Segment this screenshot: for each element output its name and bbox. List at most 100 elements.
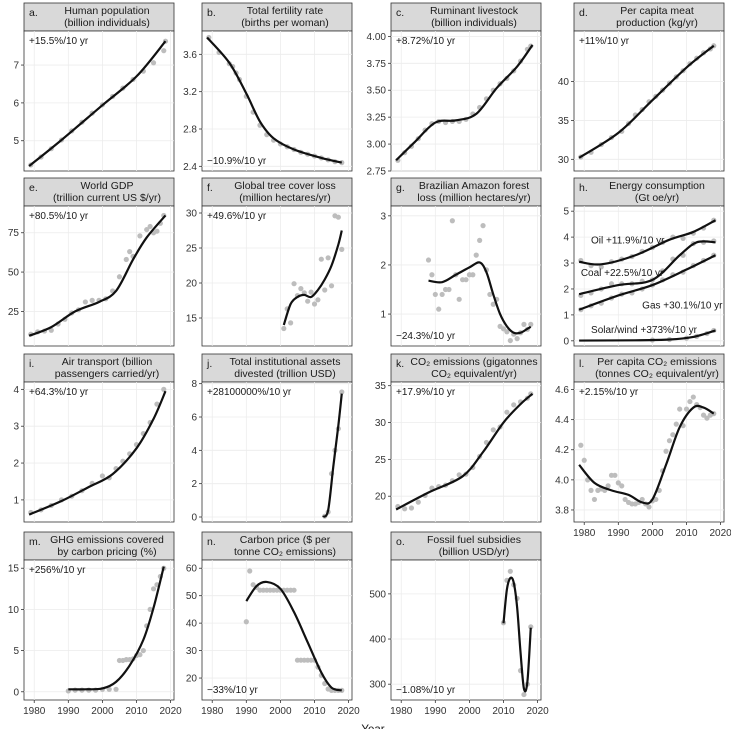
panel-f: f. Global tree cover loss(million hectare… bbox=[186, 177, 353, 347]
data-point bbox=[89, 297, 95, 303]
panel-title-line: passengers carried/yr) bbox=[55, 368, 159, 380]
data-point bbox=[402, 506, 408, 512]
plot-area bbox=[390, 205, 542, 347]
y-tick-label: 20 bbox=[375, 492, 387, 503]
y-tick-label: 4 bbox=[563, 233, 569, 244]
y-tick-label: 30 bbox=[558, 155, 570, 166]
data-point bbox=[140, 647, 146, 654]
x-tick-label: 2010 bbox=[492, 706, 515, 717]
data-point bbox=[150, 60, 157, 66]
data-point bbox=[137, 652, 143, 658]
panel-letter: j. bbox=[206, 358, 212, 370]
panel-strip bbox=[201, 353, 353, 383]
data-point bbox=[439, 291, 445, 298]
trend-line bbox=[395, 392, 534, 511]
data-point bbox=[328, 283, 335, 289]
y-tick-label: 4 bbox=[191, 446, 197, 457]
trend-annotation: +256%/10 yr bbox=[29, 565, 86, 576]
data-point bbox=[425, 257, 432, 263]
y-tick-label: 400 bbox=[369, 635, 386, 646]
data-point bbox=[298, 286, 304, 292]
data-point bbox=[504, 329, 510, 335]
panel-title-line: (tonnes CO₂ equivalent/yr) bbox=[595, 368, 719, 380]
data-point bbox=[99, 473, 106, 479]
plot-area bbox=[23, 381, 175, 523]
data-point bbox=[339, 246, 345, 252]
data-point bbox=[646, 504, 652, 510]
y-tick-label: 3.50 bbox=[367, 86, 387, 97]
panel-title-line: Human population bbox=[64, 5, 149, 17]
y-tick-label: 2.75 bbox=[367, 167, 387, 178]
trend-line bbox=[28, 214, 167, 337]
x-tick-label: 1980 bbox=[201, 706, 224, 717]
panel-l: l. Per capita CO₂ emissions(tonnes CO₂ eq… bbox=[555, 353, 731, 539]
y-tick-label: 1 bbox=[380, 310, 386, 321]
data-point bbox=[591, 496, 598, 503]
panel-h: h. Energy consumption(Gt oe/yr) 0 1 2 3 4 5 Oil … bbox=[563, 177, 725, 347]
trend-line bbox=[28, 40, 167, 167]
data-point bbox=[154, 228, 160, 234]
y-tick-label: 6 bbox=[13, 98, 19, 109]
panel-title-line: CO₂ equivalent/yr) bbox=[431, 368, 517, 380]
y-tick-label: 3.6 bbox=[183, 50, 197, 61]
data-point bbox=[161, 386, 167, 392]
data-point bbox=[680, 235, 686, 242]
panel-title-line: loss (million hectares/yr) bbox=[417, 192, 530, 204]
y-tick-label: 20 bbox=[186, 279, 198, 290]
panel-letter: k. bbox=[396, 358, 404, 370]
y-tick-label: 30 bbox=[186, 209, 198, 220]
y-tick-label: 3.75 bbox=[367, 59, 387, 70]
panel-strip bbox=[201, 531, 353, 561]
data-point bbox=[578, 442, 584, 448]
data-point bbox=[612, 472, 618, 478]
data-point bbox=[514, 336, 520, 342]
data-point bbox=[487, 291, 493, 298]
x-tick-label: 2010 bbox=[125, 706, 148, 717]
panel-strip bbox=[390, 531, 542, 561]
trend-annotation: Gas +30.1%/10 yr bbox=[642, 300, 723, 311]
panel-strip bbox=[23, 353, 175, 383]
plot-area bbox=[201, 30, 353, 172]
panel-title-line: Total fertility rate bbox=[247, 5, 324, 17]
data-point bbox=[622, 496, 628, 503]
panel-title-line: Per capita CO₂ emissions bbox=[597, 356, 717, 368]
panel-letter: e. bbox=[29, 182, 38, 194]
x-tick-label: 2020 bbox=[709, 528, 731, 539]
data-point bbox=[311, 301, 318, 307]
data-point bbox=[690, 394, 696, 400]
data-point bbox=[528, 321, 534, 327]
y-tick-label: 2 bbox=[380, 260, 386, 271]
data-point bbox=[308, 289, 314, 295]
panel-title-line: Energy consumption bbox=[609, 180, 705, 192]
panel-letter: b. bbox=[207, 7, 216, 19]
y-tick-label: 0 bbox=[191, 513, 197, 524]
data-point bbox=[325, 255, 331, 261]
data-point bbox=[123, 256, 129, 263]
y-tick-label: 5 bbox=[13, 646, 19, 657]
data-point bbox=[507, 337, 513, 344]
panel-title-line: Per capita meat bbox=[620, 5, 694, 17]
x-tick-label: 2010 bbox=[303, 706, 326, 717]
panel-letter: l. bbox=[579, 358, 584, 370]
data-point bbox=[436, 306, 442, 312]
data-point bbox=[339, 687, 345, 693]
y-tick-label: 50 bbox=[8, 268, 20, 279]
plot-area bbox=[23, 30, 175, 172]
trend-annotation: Coal +22.5%/10 yr bbox=[581, 268, 664, 279]
data-point bbox=[605, 483, 611, 489]
data-point bbox=[116, 274, 123, 280]
y-tick-label: 300 bbox=[369, 680, 386, 691]
x-tick-label: 2000 bbox=[458, 706, 481, 717]
panel-title-line: production (kg/yr) bbox=[616, 17, 698, 29]
panel-title-line: (births per woman) bbox=[241, 17, 329, 29]
panel-b: b. Total fertility rate(births per woman)… bbox=[183, 2, 353, 173]
y-tick-label: 75 bbox=[8, 228, 20, 239]
trend-line bbox=[395, 44, 534, 162]
plot-area bbox=[201, 205, 353, 347]
y-tick-label: 3.25 bbox=[367, 113, 387, 124]
panel-title-line: (million hectares/yr) bbox=[239, 192, 331, 204]
